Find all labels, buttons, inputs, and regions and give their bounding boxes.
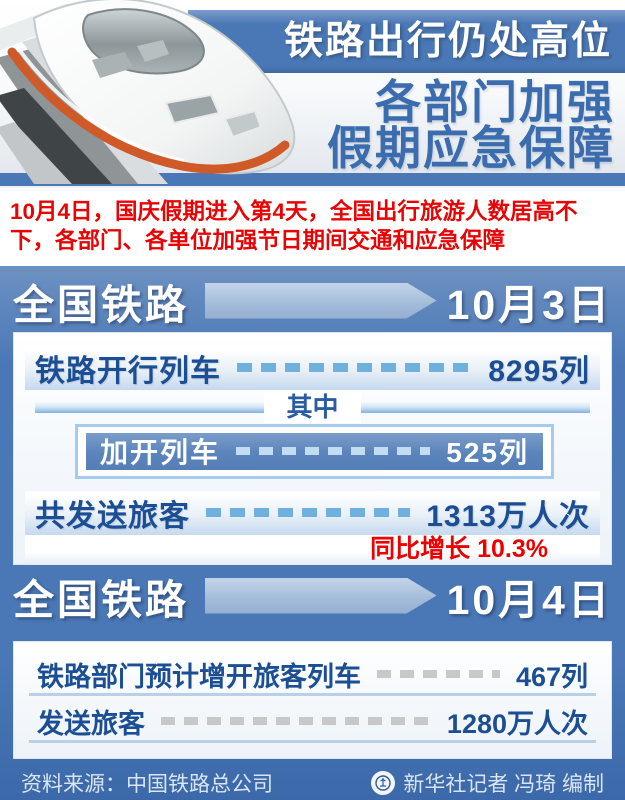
stat-label: 铁路开行列车 [35, 354, 221, 388]
stat-value: 467列 [515, 661, 588, 692]
boxed-stat-extra-trains: 加开列车 525列 [75, 423, 554, 479]
dotted-leader [206, 508, 411, 517]
arrow-right-icon [205, 578, 437, 614]
data-section: 全国铁路 10月3日 铁路开行列车 8295列 其中 加开列车 525列 [0, 265, 625, 800]
stat-label: 共发送旅客 [35, 499, 190, 533]
boxed-stat-bar: 加开列车 525列 [86, 432, 543, 470]
dotted-leader [236, 447, 431, 455]
stat-value: 8295列 [488, 354, 590, 388]
stat-value: 1280万人次 [446, 708, 588, 739]
section2-date: 10月4日 [446, 576, 612, 623]
section2-header: 全国铁路 10月4日 [13, 565, 612, 627]
yoy-growth-note: 同比增长 10.3% [25, 534, 600, 565]
dotted-leader [377, 670, 500, 678]
subtitle-line-2: 假期应急保障 [327, 122, 615, 174]
stat-row-passengers-sent: 发送旅客 1280万人次 [29, 703, 596, 743]
subtitle: 各部门加强 假期应急保障 [327, 79, 615, 171]
stat-value: 525列 [446, 437, 529, 468]
stat-value: 1313万人次 [426, 499, 590, 533]
credit-text: 新华社记者 冯琦 编制 [403, 772, 604, 796]
section1-panel: 铁路开行列车 8295列 其中 加开列车 525列 共发送旅客 1313万人次 [13, 331, 612, 565]
arrow-right-icon [205, 283, 437, 319]
train-icon [0, 0, 296, 184]
data-source: 资料来源：中国铁路总公司 [21, 772, 273, 796]
section2-panel: 铁路部门预计增开旅客列车 467列 发送旅客 1280万人次 [13, 640, 612, 759]
section1-header: 全国铁路 10月3日 [13, 270, 612, 332]
subtitle-line-1: 各部门加强 [375, 76, 615, 128]
stat-row-planned-extra-trains: 铁路部门预计增开旅客列车 467列 [29, 656, 596, 696]
dotted-leader [237, 363, 473, 372]
among-divider: 其中 [25, 391, 600, 423]
credit: 新华社记者 冯琦 编制 [371, 768, 604, 798]
stat-row-trains-run: 铁路开行列车 8295列 [25, 345, 600, 390]
section2-title: 全国铁路 [13, 576, 189, 623]
dotted-leader [161, 717, 431, 725]
banner-title: 铁路出行仍处高位 [188, 10, 625, 73]
section1-date: 10月3日 [446, 281, 612, 328]
stat-row-passengers: 共发送旅客 1313万人次 [25, 490, 600, 535]
xinhua-logo-icon [371, 770, 396, 795]
section1-title: 全国铁路 [13, 281, 189, 328]
stat-label: 发送旅客 [37, 708, 145, 739]
stat-label: 铁路部门预计增开旅客列车 [37, 661, 361, 692]
hero-header: 铁路出行仍处高位 各部门加强 假期应急保障 [0, 0, 625, 188]
lead-paragraph: 10月4日，国庆假期进入第4天，全国出行旅游人数居高不下，各部门、各单位加强节日… [0, 188, 625, 266]
footer: 资料来源：中国铁路总公司 新华社记者 冯琦 编制 [13, 759, 612, 800]
stat-label: 加开列车 [100, 437, 221, 468]
among-label: 其中 [264, 391, 361, 423]
